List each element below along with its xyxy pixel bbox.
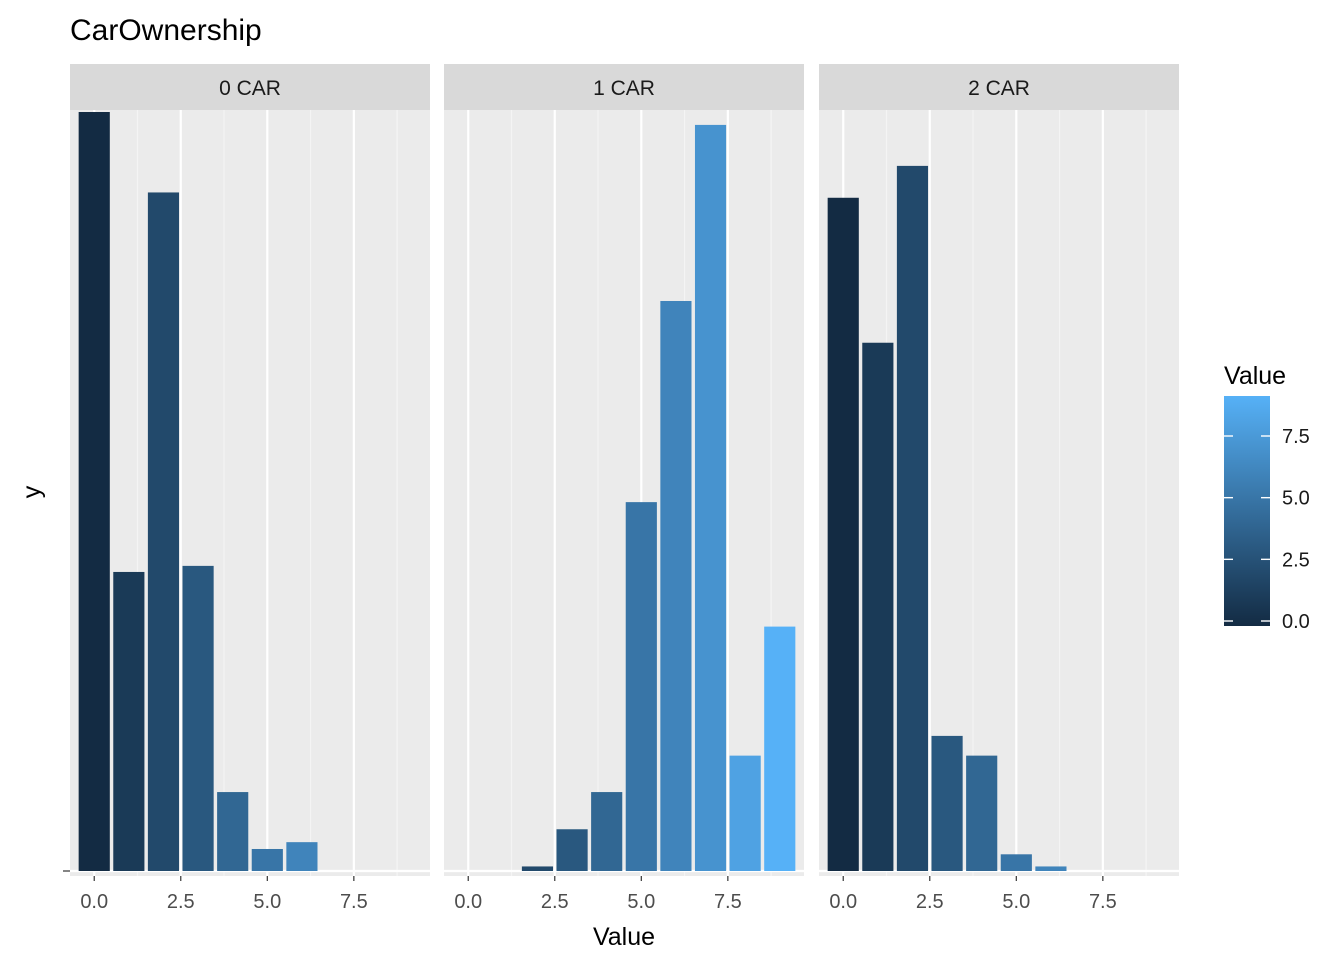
bar	[182, 565, 214, 871]
x-tick-label: 2.5	[541, 891, 569, 913]
bar	[1000, 854, 1032, 871]
x-tick-label: 5.0	[1002, 891, 1030, 913]
bar	[625, 502, 657, 871]
bar	[113, 571, 145, 871]
bar	[764, 626, 796, 871]
legend-tick-label: 5.0	[1282, 488, 1310, 510]
y-axis-title: y	[18, 485, 46, 498]
facet-panel: 1 CAR 0.0 2.5 5.0 7.5	[444, 64, 804, 913]
legend-title: Value	[1224, 362, 1286, 390]
bar	[896, 165, 929, 871]
panel-background	[444, 110, 804, 876]
x-tick-label: 7.5	[1089, 891, 1117, 913]
bar	[1035, 866, 1067, 871]
x-tick-label: 2.5	[916, 891, 944, 913]
bar	[78, 112, 110, 871]
color-legend: Value 0.0 2.5 5.0 7.5	[1224, 362, 1310, 633]
bar	[556, 829, 588, 871]
x-tick-label: 0.0	[454, 891, 482, 913]
bar	[147, 192, 180, 872]
x-tick-label: 7.5	[714, 891, 742, 913]
bar	[217, 792, 249, 871]
facet-strip	[70, 64, 430, 110]
facet-panels: 0 CAR 0.0 2.5 5.0 7.5 1 CAR 0.0 2.5 5.0 7.5 2 CAR 0…	[63, 64, 1179, 913]
bar	[827, 197, 859, 872]
bar	[286, 842, 318, 871]
legend-tick-label: 2.5	[1282, 549, 1310, 571]
x-tick-label: 7.5	[340, 891, 368, 913]
legend-tick-label: 0.0	[1282, 611, 1310, 633]
bar	[521, 866, 554, 871]
bar	[660, 300, 692, 872]
x-tick-label: 0.0	[80, 891, 108, 913]
bar	[591, 792, 623, 871]
x-tick-label: 5.0	[253, 891, 281, 913]
x-tick-label: 5.0	[627, 891, 655, 913]
facet-strip-label: 2 CAR	[968, 77, 1030, 100]
facet-strip-label: 0 CAR	[219, 77, 281, 100]
bar	[251, 848, 283, 871]
bar	[862, 342, 894, 872]
facet-strip	[819, 64, 1179, 110]
facet-panel: 2 CAR 0.0 2.5 5.0 7.5	[819, 64, 1179, 913]
x-tick-label: 2.5	[167, 891, 195, 913]
x-tick-label: 0.0	[829, 891, 857, 913]
facet-panel: 0 CAR 0.0 2.5 5.0 7.5	[70, 64, 430, 913]
bar	[966, 755, 998, 871]
bar	[931, 735, 963, 871]
facet-strip-label: 1 CAR	[593, 77, 655, 100]
x-axis-title: Value	[593, 923, 655, 951]
legend-colorbar	[1224, 396, 1270, 626]
bar	[729, 755, 761, 871]
facet-strip	[444, 64, 804, 110]
bar	[694, 124, 727, 871]
legend-tick-label: 7.5	[1282, 426, 1310, 448]
chart-title: CarOwnership	[70, 14, 262, 47]
